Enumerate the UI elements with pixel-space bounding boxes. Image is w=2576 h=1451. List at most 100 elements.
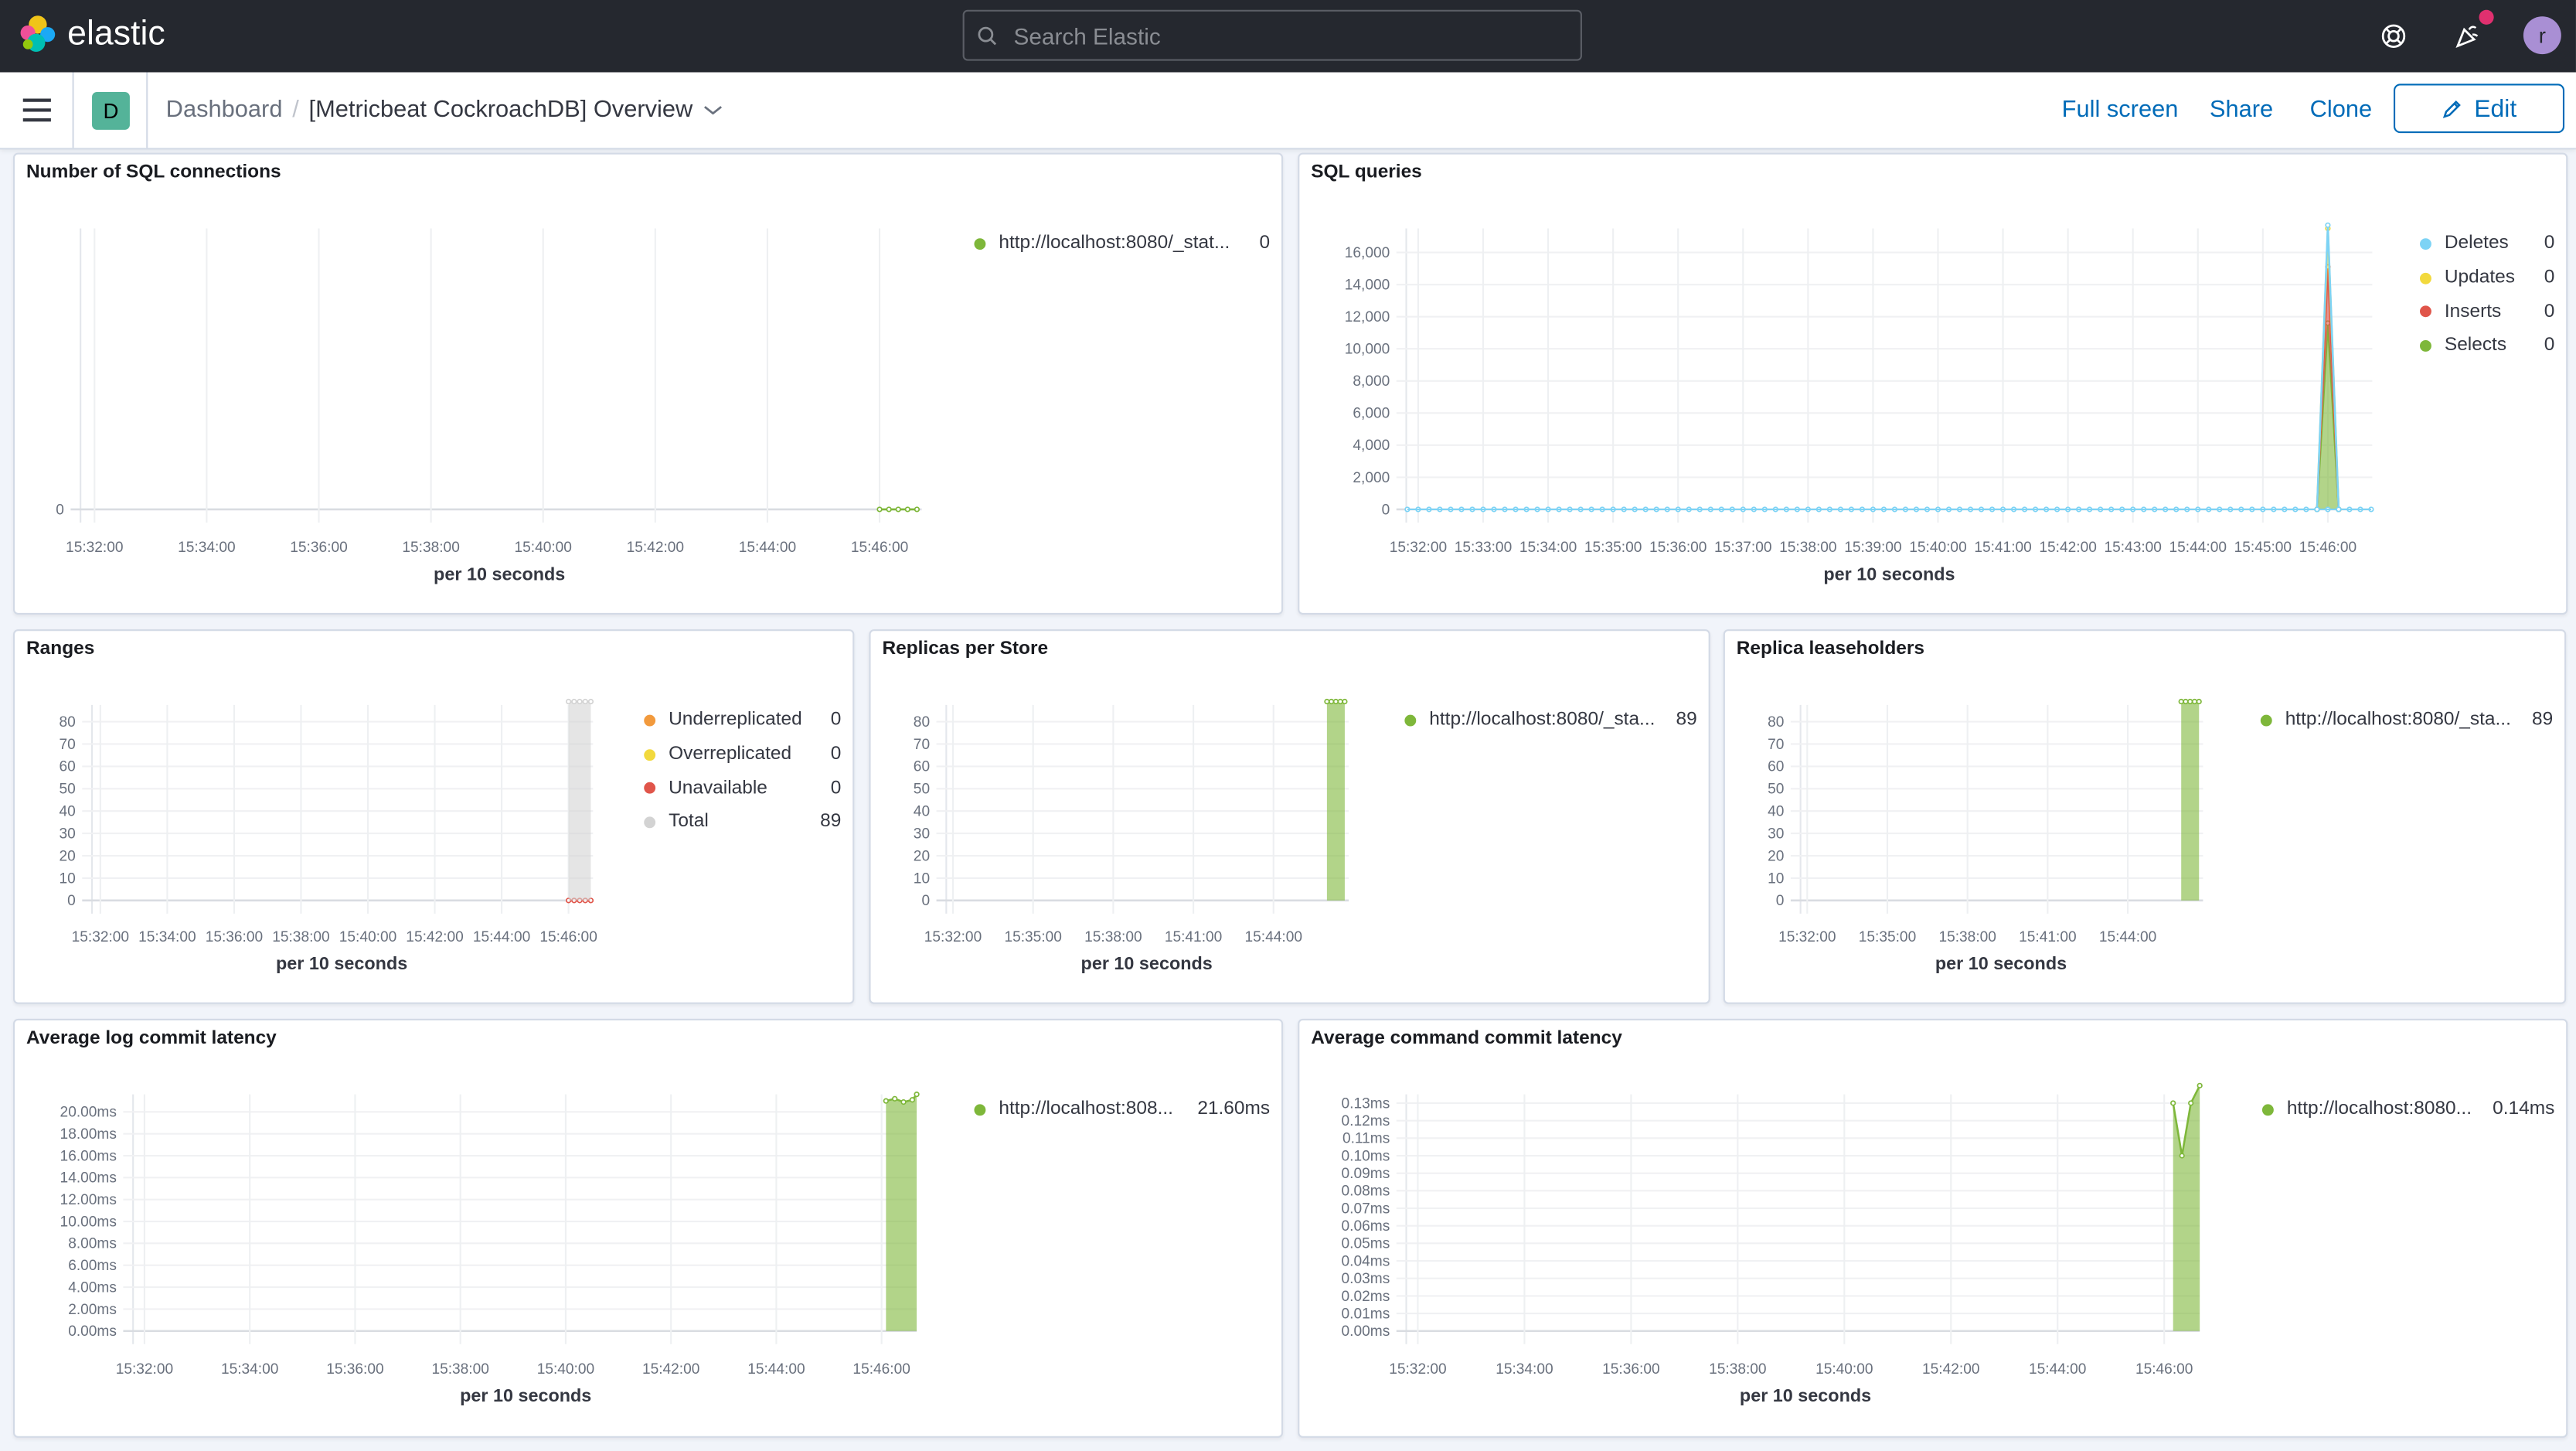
data-point[interactable] — [2187, 698, 2193, 705]
data-point[interactable] — [914, 1092, 920, 1098]
legend-item[interactable]: Underreplicated 0 — [644, 703, 841, 737]
full-screen-button[interactable]: Full screen — [2061, 97, 2179, 124]
share-button[interactable]: Share — [2209, 97, 2274, 124]
data-point[interactable] — [582, 698, 588, 705]
user-avatar[interactable]: r — [2523, 16, 2561, 55]
data-point[interactable] — [904, 506, 910, 513]
legend-label: http://localhost:808... — [999, 1099, 1173, 1120]
chevron-down-icon[interactable] — [703, 102, 723, 118]
data-point[interactable] — [2314, 506, 2320, 513]
y-tick-label: 0 — [67, 893, 76, 909]
chart-svg[interactable]: 0 2,000 4,000 6,000 8,000 10,000 12,000 14,000 1… — [1299, 155, 2569, 616]
legend: http://localhost:8080/_stat... 0 — [974, 227, 1270, 261]
data-point[interactable] — [2188, 1100, 2194, 1106]
brand-name: elastic — [67, 15, 165, 53]
y-tick-label: 18.00ms — [60, 1126, 117, 1143]
data-point[interactable] — [2178, 698, 2184, 705]
data-point[interactable] — [886, 506, 892, 513]
x-tick-label: 15:32:00 — [116, 1361, 173, 1378]
y-tick-label: 0.13ms — [1342, 1095, 1390, 1112]
legend-value: 21.60ms — [1197, 1099, 1271, 1120]
panel-ranges: Ranges 0 10 20 30 40 50 60 70 80 15:32:00 15:34:00 1… — [13, 629, 856, 1006]
search-box[interactable] — [962, 9, 1582, 61]
panel-title: SQL queries — [1311, 162, 1422, 182]
data-point[interactable] — [565, 698, 572, 705]
legend-item[interactable]: http://localhost:808... 21.60ms — [974, 1093, 1270, 1127]
elastic-logo[interactable]: elastic — [18, 15, 165, 54]
data-point[interactable] — [2325, 222, 2331, 228]
legend-item[interactable]: Selects 0 — [2420, 329, 2554, 363]
data-point[interactable] — [914, 506, 920, 513]
space-avatar[interactable]: D — [92, 92, 130, 130]
y-tick-label: 2.00ms — [68, 1302, 117, 1318]
legend-value: 0 — [1259, 233, 1271, 254]
data-point[interactable] — [2336, 506, 2342, 513]
x-tick-label: 15:44:00 — [473, 929, 530, 945]
y-tick-label: 10,000 — [1345, 342, 1390, 358]
data-point[interactable] — [1337, 698, 1343, 705]
legend-item[interactable]: http://localhost:8080/_sta... 89 — [1404, 703, 1697, 737]
data-point[interactable] — [1332, 698, 1339, 705]
legend-item[interactable]: http://localhost:8080... 0.14ms — [2261, 1093, 2555, 1127]
legend-item[interactable]: http://localhost:8080/_stat... 0 — [974, 227, 1270, 261]
chart-svg[interactable]: 0.00ms 2.00ms 4.00ms 6.00ms 8.00ms 10.00ms 12.… — [15, 1020, 1285, 1439]
legend-dot-icon — [644, 816, 656, 829]
x-tick-label: 15:46:00 — [539, 929, 597, 945]
search-input[interactable] — [1010, 20, 1560, 50]
data-point[interactable] — [2191, 698, 2198, 705]
newsfeed-icon[interactable] — [2449, 18, 2486, 54]
area-fill — [1326, 701, 1345, 901]
chart-svg[interactable]: 0 15:32:00 15:34:00 15:36:00 15:38:00 15:40:0… — [15, 155, 1285, 616]
help-icon[interactable] — [2376, 18, 2412, 54]
chart-svg[interactable]: 0 10 20 30 40 50 60 70 80 15:32:00 15:35:00 15:38:0… — [871, 631, 1712, 1006]
panel-title: Replica leaseholders — [1736, 639, 1924, 659]
data-point[interactable] — [892, 1095, 898, 1102]
data-point[interactable] — [2170, 1100, 2176, 1106]
data-point[interactable] — [876, 506, 883, 513]
y-tick-label: 50 — [1768, 782, 1784, 798]
chart-svg[interactable]: 0 10 20 30 40 50 60 70 80 15:32:00 15:34:00 15:36:0… — [15, 631, 856, 1006]
panel-title: Average command commit latency — [1311, 1028, 1622, 1049]
y-tick-label: 0.02ms — [1342, 1289, 1390, 1305]
legend-item[interactable]: Total 89 — [644, 806, 841, 840]
data-point[interactable] — [577, 698, 583, 705]
data-point[interactable] — [2183, 698, 2189, 705]
chart-svg[interactable]: 0 10 20 30 40 50 60 70 80 15:32:00 15:35:00 15:38:0… — [1725, 631, 2567, 1006]
data-point[interactable] — [900, 1098, 907, 1105]
data-point[interactable] — [1324, 698, 1330, 705]
data-point[interactable] — [1329, 698, 1335, 705]
data-point[interactable] — [571, 698, 577, 705]
x-axis-title: per 10 seconds — [1080, 954, 1213, 975]
clone-button[interactable]: Clone — [2309, 97, 2373, 124]
legend-item[interactable]: Overreplicated 0 — [644, 737, 841, 771]
data-point[interactable] — [2196, 698, 2202, 705]
x-tick-label: 15:38:00 — [1084, 929, 1142, 945]
legend: http://localhost:808... 21.60ms — [974, 1093, 1270, 1127]
legend-dot-icon — [974, 237, 986, 250]
data-point[interactable] — [909, 1097, 916, 1103]
y-tick-label: 10 — [914, 870, 930, 887]
legend-item[interactable]: Updates 0 — [2420, 261, 2554, 295]
data-point[interactable] — [1342, 698, 1348, 705]
legend-item[interactable]: Inserts 0 — [2420, 295, 2554, 329]
data-point[interactable] — [895, 506, 901, 513]
menu-icon[interactable] — [22, 98, 51, 122]
breadcrumb-current: [Metricbeat CockroachDB] Overview — [308, 97, 693, 124]
data-point[interactable] — [587, 698, 594, 705]
legend-item[interactable]: http://localhost:8080/_sta... 89 — [2260, 703, 2553, 737]
y-tick-label: 0.05ms — [1342, 1236, 1390, 1252]
legend-item[interactable]: Unavailable 0 — [644, 771, 841, 806]
area-fill — [2181, 701, 2200, 901]
y-tick-label: 30 — [914, 826, 930, 842]
legend-item[interactable]: Deletes 0 — [2420, 227, 2554, 261]
x-tick-label: 15:46:00 — [852, 1361, 910, 1378]
breadcrumb-dashboard[interactable]: Dashboard — [165, 97, 283, 124]
x-tick-label: 15:41:00 — [2019, 929, 2076, 945]
legend-value: 0.14ms — [2493, 1099, 2555, 1120]
data-point[interactable] — [2197, 1082, 2203, 1088]
data-point[interactable] — [883, 1098, 889, 1104]
data-point[interactable] — [2179, 1153, 2185, 1159]
edit-button[interactable]: Edit — [2393, 83, 2565, 134]
area-fill — [2316, 323, 2339, 509]
